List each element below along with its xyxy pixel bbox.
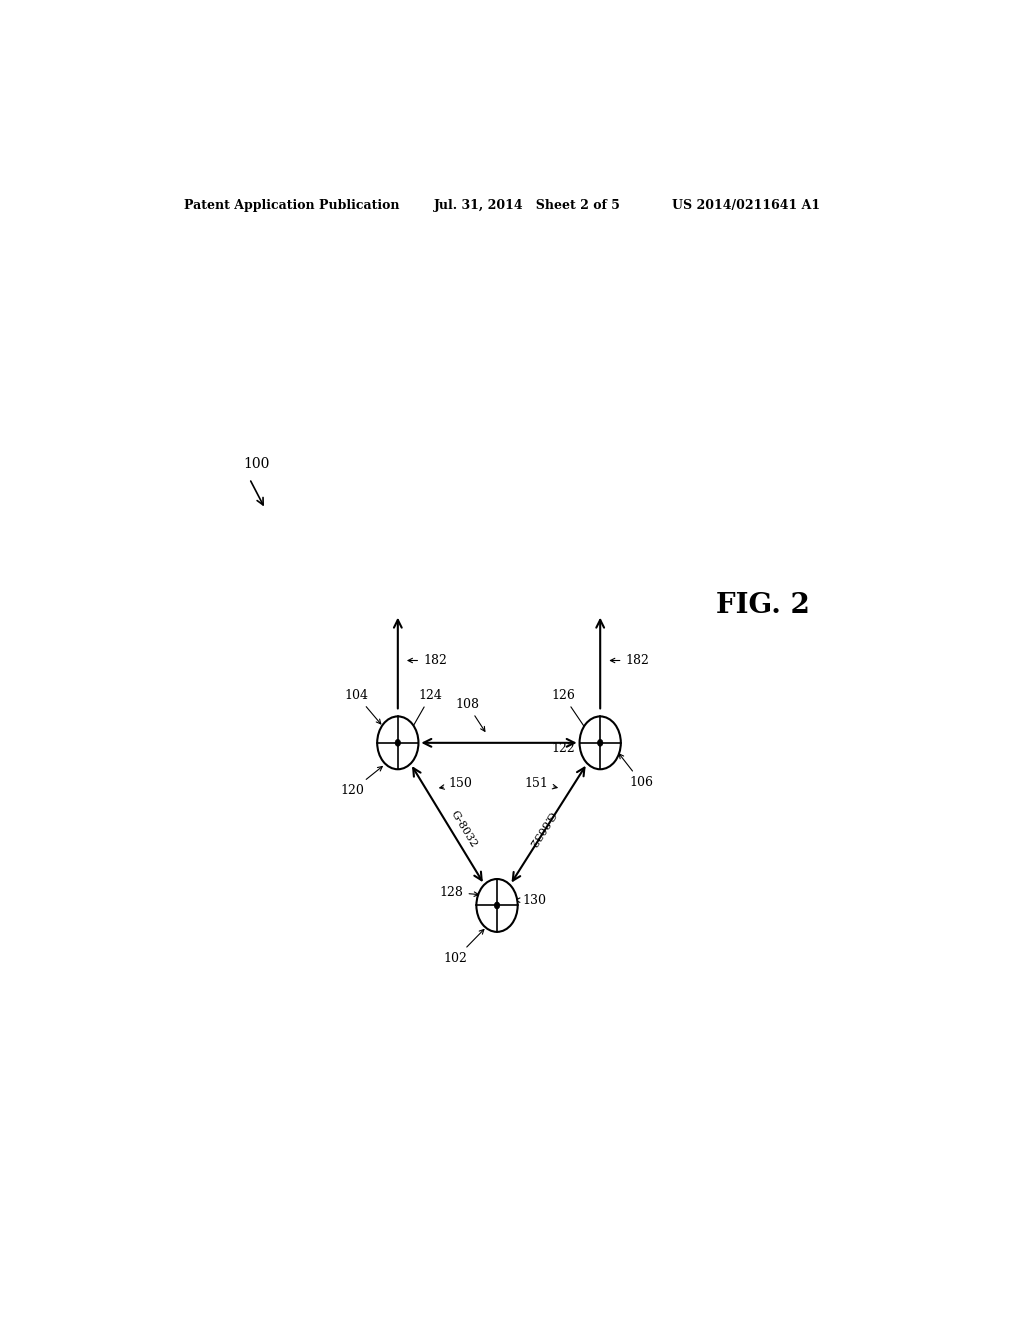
- Text: Jul. 31, 2014   Sheet 2 of 5: Jul. 31, 2014 Sheet 2 of 5: [433, 199, 621, 213]
- Text: 120: 120: [341, 767, 382, 797]
- Text: Patent Application Publication: Patent Application Publication: [183, 199, 399, 213]
- Circle shape: [377, 717, 419, 770]
- Text: G-8032: G-8032: [449, 809, 478, 850]
- Text: 182: 182: [610, 653, 649, 667]
- Text: 108: 108: [456, 698, 485, 731]
- Text: G.8032: G.8032: [525, 809, 556, 849]
- Text: 150: 150: [439, 777, 473, 791]
- Text: 130: 130: [515, 894, 546, 907]
- Circle shape: [598, 739, 603, 746]
- Circle shape: [395, 739, 400, 746]
- Text: 100: 100: [243, 458, 269, 471]
- Text: 128: 128: [439, 886, 478, 899]
- Circle shape: [580, 717, 621, 770]
- Text: FIG. 2: FIG. 2: [716, 593, 810, 619]
- Text: 106: 106: [620, 754, 653, 789]
- Text: 182: 182: [408, 653, 446, 667]
- Text: US 2014/0211641 A1: US 2014/0211641 A1: [672, 199, 820, 213]
- Text: 122: 122: [551, 742, 586, 755]
- Text: 102: 102: [443, 929, 484, 965]
- Circle shape: [476, 879, 518, 932]
- Text: 126: 126: [551, 689, 588, 731]
- Text: 104: 104: [344, 689, 381, 723]
- Text: 124: 124: [411, 689, 442, 731]
- Text: 151: 151: [524, 776, 557, 789]
- Circle shape: [495, 902, 500, 909]
